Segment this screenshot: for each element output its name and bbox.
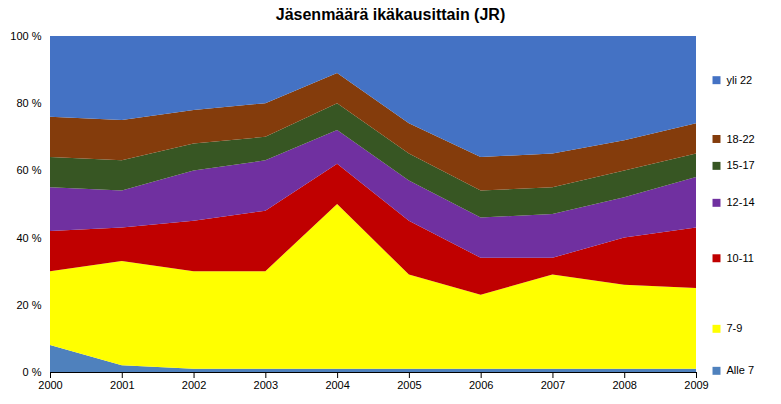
svg-text:2008: 2008 <box>612 379 636 391</box>
svg-text:2009: 2009 <box>684 379 708 391</box>
svg-text:12-14: 12-14 <box>727 196 755 208</box>
svg-text:10-11: 10-11 <box>727 252 754 264</box>
svg-text:2001: 2001 <box>110 379 134 391</box>
svg-text:60 %: 60 % <box>16 164 41 176</box>
svg-text:2000: 2000 <box>38 379 62 391</box>
html-text:Jäsenmäärä ikäkausittain (JR): Jäsenmäärä ikäkausittain (JR) <box>275 6 506 23</box>
svg-text:2003: 2003 <box>254 379 278 391</box>
svg-text:2006: 2006 <box>469 379 493 391</box>
svg-text:0 %: 0 % <box>23 366 42 378</box>
svg-text:100 %: 100 % <box>10 30 41 42</box>
svg-text:2005: 2005 <box>397 379 421 391</box>
svg-text:40 %: 40 % <box>16 232 41 244</box>
svg-text:2004: 2004 <box>325 379 349 391</box>
svg-text:7-9: 7-9 <box>727 322 743 334</box>
svg-text:15-17: 15-17 <box>727 159 755 171</box>
svg-text:20 %: 20 % <box>16 299 41 311</box>
svg-text:2002: 2002 <box>182 379 206 391</box>
svg-text:2007: 2007 <box>541 379 565 391</box>
svg-text:Alle 7: Alle 7 <box>727 364 755 376</box>
svg-text:yli 22: yli 22 <box>727 74 753 86</box>
svg-text:80 %: 80 % <box>16 97 41 109</box>
svg-text:18-22: 18-22 <box>727 133 755 145</box>
